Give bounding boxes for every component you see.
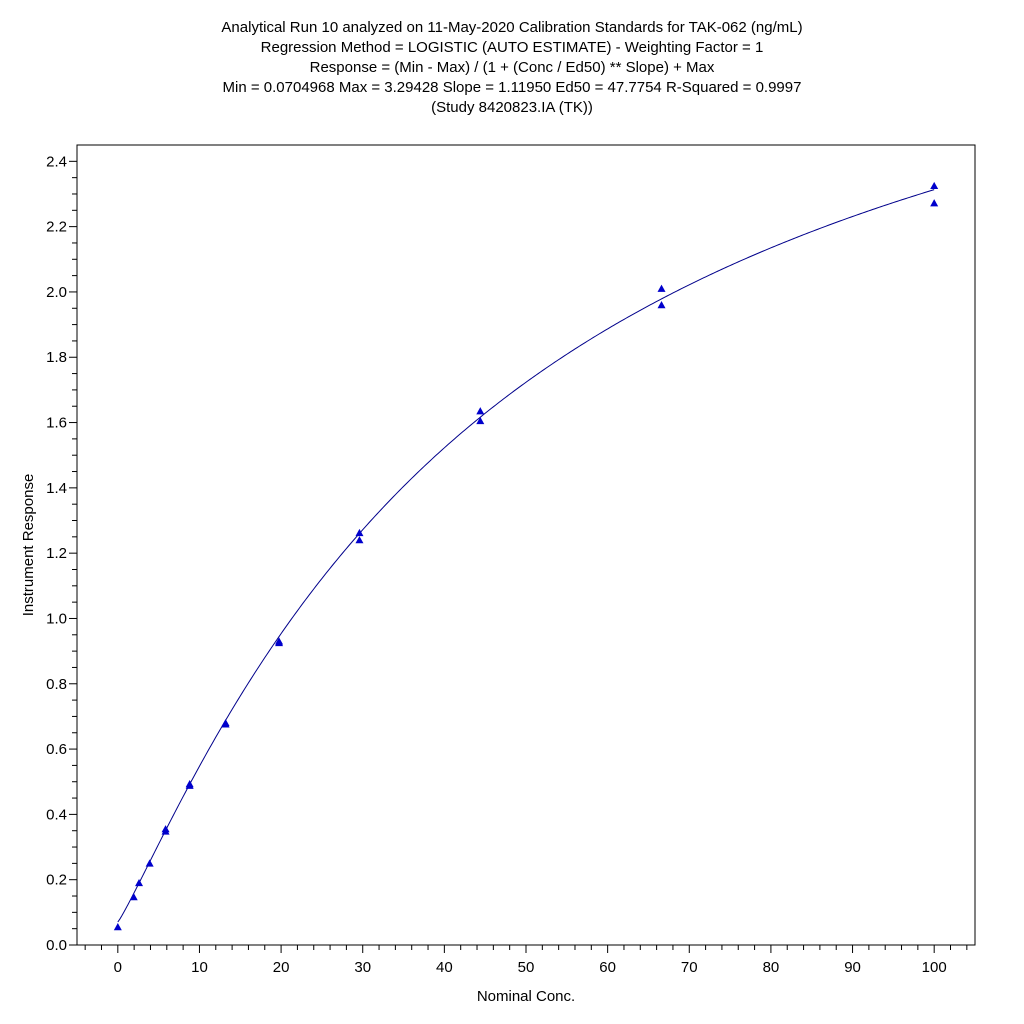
data-point-marker (145, 859, 154, 867)
title-line: Regression Method = LOGISTIC (AUTO ESTIM… (260, 39, 764, 56)
y-tick-label: 0.2 (46, 872, 67, 889)
x-tick-label: 90 (844, 959, 861, 976)
data-point-marker (161, 825, 170, 833)
y-axis-title: Instrument Response (20, 474, 37, 617)
x-tick-label: 0 (114, 959, 122, 976)
title-line: (Study 8420823.IA (TK)) (431, 99, 593, 116)
y-tick-label: 1.0 (46, 610, 67, 627)
chart-title: Analytical Run 10 analyzed on 11-May-202… (0, 18, 1024, 118)
title-line: Min = 0.0704968 Max = 3.29428 Slope = 1.… (222, 79, 802, 96)
y-tick-label: 1.8 (46, 349, 67, 366)
y-tick-label: 0.0 (46, 937, 67, 954)
data-point-marker (657, 284, 666, 292)
y-tick-label: 1.6 (46, 415, 67, 432)
data-point-marker (476, 407, 485, 415)
title-line: Analytical Run 10 analyzed on 11-May-202… (221, 19, 803, 36)
data-point-marker (930, 199, 939, 207)
fit-curve-layer (117, 189, 935, 923)
data-point-marker (129, 893, 138, 901)
y-tick-label: 2.2 (46, 219, 67, 236)
title-line: Response = (Min - Max) / (1 + (Conc / Ed… (309, 59, 715, 76)
x-tick-label: 50 (518, 959, 535, 976)
y-tick-label: 1.2 (46, 545, 67, 562)
y-tick-label: 1.4 (46, 480, 67, 497)
data-point-marker (275, 637, 284, 645)
data-point-marker (657, 301, 666, 309)
data-point-marker (135, 878, 144, 887)
data-points-layer (113, 181, 939, 931)
y-tick-label: 2.4 (46, 153, 67, 170)
data-point-marker (355, 536, 364, 544)
x-tick-label: 40 (436, 959, 453, 976)
plot-frame (76, 144, 976, 946)
data-point-marker (185, 780, 194, 788)
x-tick-label: 60 (599, 959, 616, 976)
data-point-marker (930, 181, 939, 190)
data-point-marker (221, 718, 230, 727)
x-tick-label: 20 (273, 959, 290, 976)
y-tick-label: 0.8 (46, 676, 67, 693)
y-tick-label: 2.0 (46, 284, 67, 301)
x-tick-label: 80 (763, 959, 780, 976)
x-tick-label: 30 (354, 959, 371, 976)
y-tick-label: 0.6 (46, 741, 67, 758)
x-tick-label: 70 (681, 959, 698, 976)
axis-ticks: 0 10 20 30 40 50 60 70 80 90 100 0.0 0.2 0.4 0.6 0.8 1.0… (46, 153, 968, 976)
data-point-marker (113, 923, 122, 931)
y-tick-label: 0.4 (46, 806, 67, 823)
data-point-marker (355, 528, 364, 537)
x-tick-label: 10 (191, 959, 208, 976)
x-axis-title: Nominal Conc. (477, 988, 575, 1005)
data-point-marker (476, 416, 485, 425)
fit-curve (117, 189, 935, 923)
x-tick-label: 100 (922, 959, 947, 976)
